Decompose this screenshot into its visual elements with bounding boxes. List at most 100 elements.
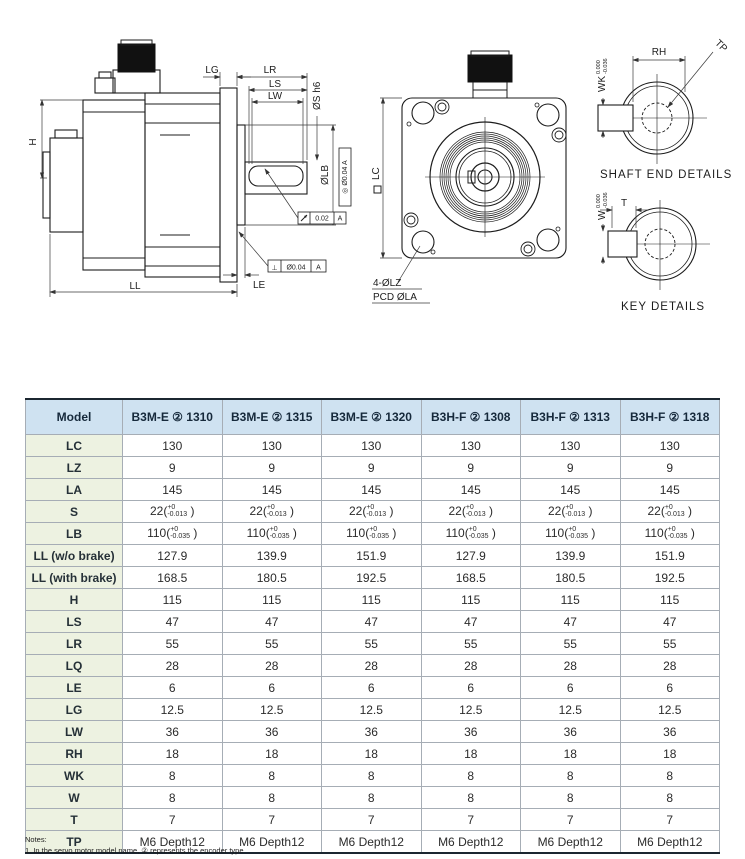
dim-value-cell: 8 (321, 764, 422, 787)
dim-value-cell: 8 (520, 764, 621, 787)
row-label: LA (25, 478, 123, 501)
dim-lr: LR (264, 65, 277, 76)
dim-value-cell: 151.9 (619, 544, 720, 567)
notes: Notes: 1. In the servo motor model name,… (25, 835, 244, 857)
dim-value-cell: 28 (619, 654, 720, 677)
dim-value-cell: 127.9 (122, 544, 223, 567)
table-row: LR 55 55 55 55 55 55 (25, 632, 720, 655)
row-label: T (25, 808, 123, 831)
dim-value-cell: 110(+0 -0.035 ) (122, 522, 223, 545)
dim-ll: LL (129, 281, 141, 292)
row-label: LZ (25, 456, 123, 479)
pcd-label: PCD ØLA (373, 292, 417, 303)
dim-wk-tol-bot: -0.036 (603, 58, 609, 74)
dim-value-cell: 22(+0 -0.013 ) (321, 500, 422, 523)
row-label: LL (with brake) (25, 566, 123, 589)
table-row: LC 130 130 130 130 130 130 (25, 434, 720, 457)
dim-h: H (28, 138, 39, 145)
row-label: LC (25, 434, 123, 457)
dim-value-cell: 12.5 (122, 698, 223, 721)
fcf-conc-text: ◎ Ø0.04 A (342, 160, 349, 194)
dim-value-cell: 130 (321, 434, 422, 457)
dim-w-group: W 0.000 -0.036 (596, 192, 609, 220)
dim-value-cell: 18 (520, 742, 621, 765)
model-header: B3H-F ② 1308 (420, 398, 521, 435)
dim-value-cell: 6 (420, 676, 521, 699)
dim-value-cell: 47 (520, 610, 621, 633)
dim-value-cell: 18 (321, 742, 422, 765)
fcf-perpendicularity: ⊥ Ø0.04 A (267, 259, 327, 273)
table-row: H 115 115 115 115 115 115 (25, 588, 720, 611)
dim-value-cell: 55 (420, 632, 521, 655)
dim-value-cell: 8 (619, 786, 720, 809)
dim-value-cell: 36 (321, 720, 422, 743)
dim-value-cell: 130 (619, 434, 720, 457)
dim-value-cell: 8 (122, 764, 223, 787)
dim-value-cell: 28 (420, 654, 521, 677)
row-label: LQ (25, 654, 123, 677)
dim-value-cell: 145 (221, 478, 322, 501)
notes-item: 1. In the servo motor model name, ② repr… (25, 845, 244, 855)
dim-value-cell: 110(+0 -0.035 ) (221, 522, 322, 545)
key-details-caption: KEY DETAILS (621, 301, 705, 313)
dim-w-tol-top: 0.000 (596, 194, 602, 208)
dim-value-cell: 151.9 (321, 544, 422, 567)
dim-value-cell: 6 (520, 676, 621, 699)
table-row: LE 6 6 6 6 6 6 (25, 676, 720, 699)
dim-value-cell: 168.5 (122, 566, 223, 589)
dim-value-cell: 55 (520, 632, 621, 655)
dim-value-cell: 115 (221, 588, 322, 611)
dim-value-cell: 22(+0 -0.013 ) (221, 500, 322, 523)
dim-value-cell: 115 (122, 588, 223, 611)
dim-value-cell: 130 (122, 434, 223, 457)
table-row: LS 47 47 47 47 47 47 (25, 610, 720, 633)
dim-value-cell: 6 (122, 676, 223, 699)
row-label: WK (25, 764, 123, 787)
table-row: LB 110(+0 -0.035 ) 110(+0 -0.035 ) 110(+0 -0.0… (25, 522, 720, 545)
dim-value-cell: 9 (420, 456, 521, 479)
row-label: RH (25, 742, 123, 765)
table-body: LC 130 130 130 130 130 130 LZ 9 9 9 9 9 9 LA 145 145 145 1… (25, 434, 720, 854)
dim-wk: WK (597, 76, 608, 92)
row-label: LS (25, 610, 123, 633)
front-view-drawing: LC 4-ØLZ PCD ØLA (370, 20, 595, 325)
dim-value-cell: 7 (420, 808, 521, 831)
dim-w-tol-bot: -0.036 (603, 192, 609, 208)
dim-value-cell: 47 (420, 610, 521, 633)
fcf-concentricity: ◎ Ø0.04 A (338, 147, 352, 207)
dim-value-cell: 55 (619, 632, 720, 655)
dim-value-cell: M6 Depth12 (321, 830, 422, 854)
dim-value-cell: 145 (321, 478, 422, 501)
table-row: TP M6 Depth12 M6 Depth12 M6 Depth12 M6 Depth… (25, 830, 720, 854)
dim-value-cell: 36 (619, 720, 720, 743)
dim-value-cell: 12.5 (619, 698, 720, 721)
dim-value-cell: 110(+0 -0.035 ) (420, 522, 521, 545)
table-head: Model B3M-E ② 1310 B3M-E ② 1315 B3M-E ② 132… (25, 398, 720, 435)
table-row: LQ 28 28 28 28 28 28 (25, 654, 720, 677)
shaft-boss-circles (425, 117, 545, 237)
row-label: TP (25, 830, 123, 854)
dim-le: LE (253, 280, 266, 291)
dim-value-cell: M6 Depth12 (520, 830, 621, 854)
notes-title: Notes: (25, 835, 47, 844)
dim-value-cell: 9 (619, 456, 720, 479)
shaft-key-details-drawing: RH TP WK 0.000 -0.036 SHAFT END DETAILS (595, 20, 745, 325)
dim-value-cell: 18 (619, 742, 720, 765)
dim-value-cell: 145 (122, 478, 223, 501)
dim-value-cell: 145 (420, 478, 521, 501)
dim-value-cell: 36 (420, 720, 521, 743)
front-dimension-lines (372, 97, 430, 304)
connector-plug-front (467, 50, 513, 98)
dim-value-cell: 130 (221, 434, 322, 457)
row-label: W (25, 786, 123, 809)
perpendicularity-icon: ⊥ (271, 265, 277, 272)
dim-value-cell: 9 (221, 456, 322, 479)
dim-value-cell: 180.5 (221, 566, 322, 589)
dim-value-cell: 12.5 (420, 698, 521, 721)
dim-value-cell: 8 (420, 764, 521, 787)
dim-value-cell: 139.9 (520, 544, 621, 567)
dim-value-cell: 55 (221, 632, 322, 655)
dim-value-cell: 22(+0 -0.013 ) (420, 500, 521, 523)
dim-value-cell: 9 (122, 456, 223, 479)
